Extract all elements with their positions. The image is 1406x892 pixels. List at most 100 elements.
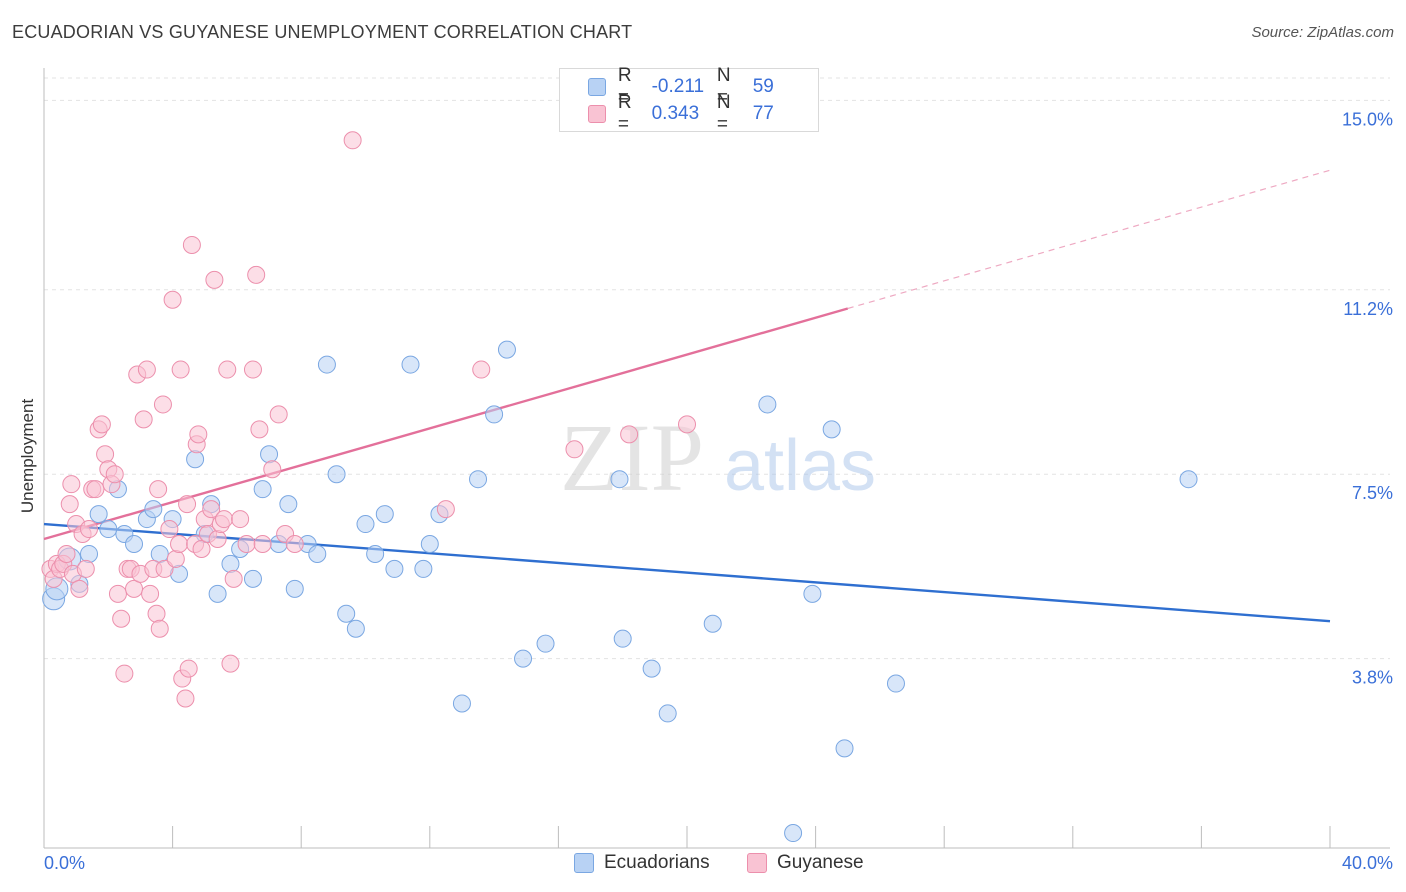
legend-r-value: -0.211 (651, 76, 705, 97)
data-point (218, 360, 237, 379)
watermark-atlas: atlas (724, 426, 876, 506)
data-point (472, 360, 491, 379)
data-point (822, 420, 841, 439)
data-point (108, 584, 127, 603)
legend-n-label: N = (716, 92, 731, 135)
data-point (176, 689, 195, 708)
bottom-legend-label: Guyanese (777, 852, 864, 873)
bottom-legend-swatch-guyanese (747, 853, 767, 873)
series-guyanese (41, 131, 696, 708)
data-point (886, 674, 905, 693)
y-axis-label: Unemployment (18, 399, 37, 514)
data-point (678, 415, 696, 434)
data-point (62, 475, 81, 494)
data-point (189, 425, 208, 444)
data-point (125, 579, 144, 598)
data-point (134, 410, 153, 429)
data-point (99, 520, 118, 539)
data-point (285, 534, 304, 553)
bottom-legend: Ecuadorians Guyanese (0, 852, 1406, 878)
data-point (96, 445, 115, 464)
legend-row-guyanese: R = 0.343 N = 77 (588, 92, 818, 135)
x-tick-label: 0.0% (44, 853, 85, 873)
data-point (346, 619, 365, 638)
data-point (613, 629, 632, 648)
source-label: Source: ZipAtlas.com (1251, 24, 1394, 41)
data-point (160, 520, 179, 539)
bottom-legend-swatch-ecuadorians (574, 853, 594, 873)
data-point (469, 470, 488, 489)
data-point (221, 554, 240, 573)
data-point (243, 360, 262, 379)
data-point (414, 559, 433, 578)
x-tick-label: 40.0% (1342, 853, 1393, 873)
y-tick-label: 7.5% (1352, 483, 1393, 503)
chart-title: ECUADORIAN VS GUYANESE UNEMPLOYMENT CORR… (12, 22, 633, 42)
data-point (758, 395, 777, 414)
tick-labels: 3.8% 7.5% 11.2% 15.0% 0.0% 40.0% (44, 109, 1393, 873)
data-point (166, 549, 185, 568)
data-point (269, 405, 288, 424)
data-point (171, 360, 190, 379)
data-point (658, 704, 677, 723)
data-point (215, 510, 234, 529)
data-point (279, 495, 298, 514)
data-point (703, 614, 722, 633)
data-point (835, 739, 854, 758)
data-point (1179, 470, 1198, 489)
bottom-legend-label: Ecuadorians (604, 852, 710, 873)
data-point (237, 534, 256, 553)
data-point (80, 544, 99, 563)
data-point (182, 235, 201, 254)
legend-r-value: 0.343 (651, 103, 700, 124)
data-point (224, 569, 243, 588)
data-point (179, 659, 198, 678)
data-point (202, 500, 221, 519)
data-point (125, 534, 144, 553)
data-point (565, 440, 584, 459)
y-tick-label: 15.0% (1342, 109, 1393, 129)
data-point (144, 500, 163, 519)
data-point (60, 495, 79, 514)
data-point (76, 559, 95, 578)
axes (43, 68, 1390, 849)
data-point (57, 544, 76, 563)
data-point (327, 465, 346, 484)
data-point (247, 265, 266, 284)
data-point (221, 654, 240, 673)
data-point (784, 824, 803, 843)
data-point (308, 544, 327, 563)
data-point (343, 131, 362, 150)
data-point (150, 544, 169, 563)
legend-n-value: 77 (752, 103, 774, 124)
data-point (356, 515, 375, 534)
data-point (514, 649, 533, 668)
y-tick-label: 11.2% (1343, 299, 1393, 319)
data-point (375, 505, 394, 524)
data-point (80, 520, 99, 539)
data-point (620, 425, 639, 444)
data-point (263, 460, 282, 479)
data-point (86, 480, 105, 499)
data-point (536, 634, 555, 653)
data-point (153, 395, 172, 414)
data-point (141, 584, 160, 603)
data-point (155, 559, 174, 578)
data-point (147, 604, 166, 623)
legend-row-ecuadorians: R = -0.211 N = 59 (588, 65, 818, 108)
data-point (253, 534, 272, 553)
legend-swatch-ecuadorians (588, 78, 606, 96)
data-point (803, 584, 822, 603)
data-point (436, 500, 455, 519)
data-point (112, 609, 131, 628)
data-point (70, 579, 89, 598)
data-point (337, 604, 356, 623)
trend-line-guyanese (43, 307, 849, 541)
data-point (149, 480, 168, 499)
data-point (208, 530, 227, 549)
legend-r-label: R = (617, 65, 632, 108)
data-point (243, 569, 262, 588)
bottom-legend-ecuadorians: Ecuadorians (574, 852, 710, 874)
data-point (420, 534, 439, 553)
